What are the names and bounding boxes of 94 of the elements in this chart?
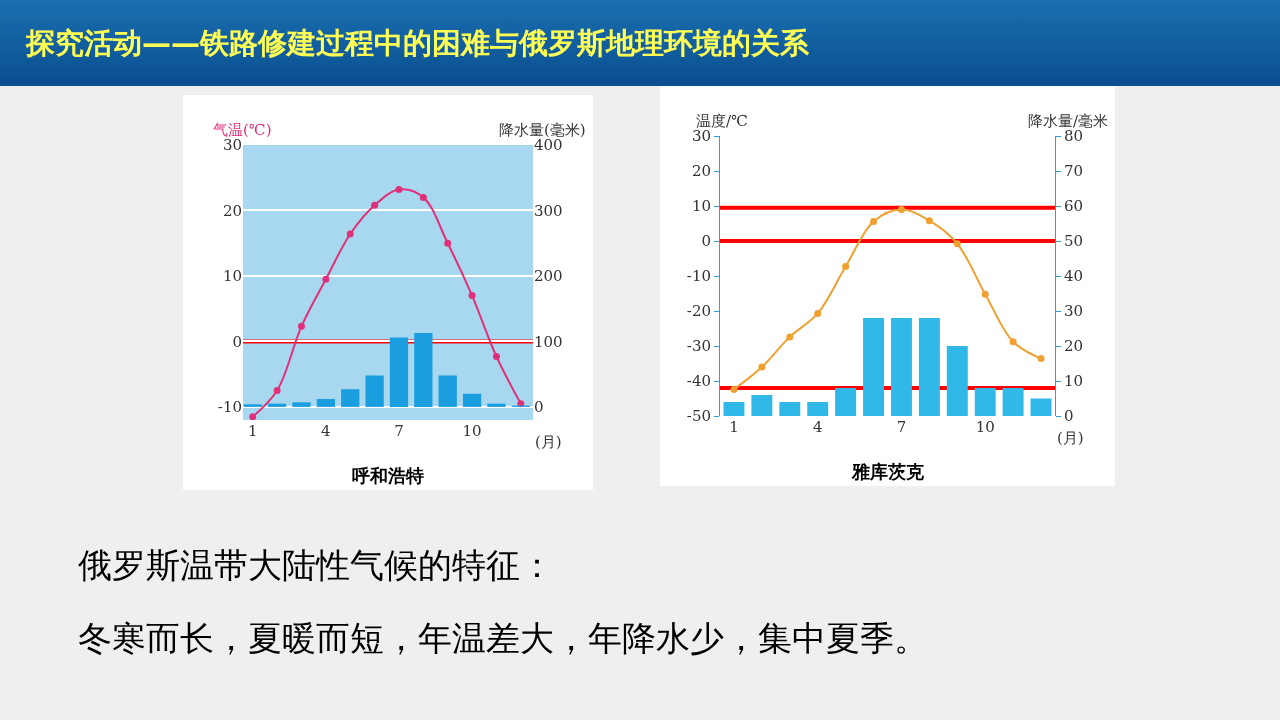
bar — [438, 375, 457, 407]
y-tick-label: -30 — [686, 337, 711, 356]
point — [1037, 355, 1045, 363]
bar — [414, 332, 433, 407]
point — [870, 217, 878, 225]
bar — [389, 337, 409, 407]
bar — [835, 388, 857, 416]
point — [322, 275, 330, 283]
y2-tick-label: 10 — [1064, 372, 1084, 391]
x-axis-title: (月) — [1057, 429, 1084, 447]
bar — [946, 346, 968, 416]
point — [395, 186, 403, 194]
bar — [267, 403, 287, 407]
y2-tick-label: 30 — [1064, 302, 1084, 321]
point — [273, 387, 281, 395]
point — [517, 400, 525, 408]
bar — [487, 403, 506, 407]
y-axis-title: 温度/℃ — [696, 112, 748, 130]
bar — [1002, 388, 1024, 416]
x-tick-label: 7 — [896, 418, 907, 436]
bar — [779, 402, 801, 416]
y2-tick-label: 60 — [1064, 197, 1084, 216]
point — [371, 201, 379, 209]
y2-tick-label: 100 — [534, 332, 563, 351]
y2-tick-label: 0 — [1064, 407, 1074, 426]
y2-tick-label: 300 — [534, 201, 563, 220]
point — [814, 309, 822, 317]
text: 冬寒而长，夏暖而短，年温差大，年降水少，集中夏季。 — [78, 617, 928, 660]
bar — [974, 388, 996, 416]
y2-tick-label: 40 — [1064, 267, 1084, 286]
y-tick-label: -10 — [217, 398, 242, 417]
x-tick-label: 10 — [975, 418, 995, 436]
point — [468, 292, 476, 300]
y2-axis-title: 降水量/毫米 — [1028, 112, 1109, 130]
point — [444, 239, 452, 247]
y2-axis-title: 降水量(毫米) — [499, 121, 586, 139]
x-tick-label: 1 — [729, 418, 739, 436]
point — [297, 322, 305, 330]
x-tick-label: 4 — [321, 422, 331, 440]
y-tick-label: 10 — [691, 197, 711, 216]
y2-tick-label: 80 — [1064, 127, 1084, 146]
bar — [292, 402, 311, 407]
bar — [341, 389, 360, 407]
x-tick-label: 1 — [247, 422, 258, 440]
bar — [243, 404, 262, 407]
point — [786, 333, 794, 341]
y-tick-label: 30 — [691, 127, 711, 146]
point — [730, 385, 738, 393]
y2-tick-label: 70 — [1064, 162, 1084, 181]
bar — [1030, 398, 1052, 416]
point — [842, 263, 850, 271]
bar — [723, 402, 745, 416]
point — [1009, 338, 1017, 346]
point — [492, 352, 500, 360]
bar — [863, 318, 885, 416]
bar — [365, 375, 384, 407]
y-tick-label: 0 — [701, 232, 711, 251]
y-tick-label: -10 — [686, 267, 711, 286]
y2-tick-label: 50 — [1064, 232, 1084, 251]
x-tick-label: 4 — [812, 418, 823, 436]
bar — [751, 395, 773, 416]
y-tick-label: 30 — [222, 136, 242, 155]
y-tick-label: -50 — [686, 407, 711, 426]
point — [981, 290, 989, 298]
y-tick-label: -20 — [686, 302, 711, 321]
bar — [890, 318, 912, 416]
point — [925, 217, 933, 225]
bar — [807, 402, 829, 416]
point — [249, 413, 257, 420]
y-tick-label: 10 — [222, 267, 242, 286]
point — [953, 240, 961, 248]
y-axis-title: 气温(℃) — [213, 121, 272, 139]
bar — [316, 399, 335, 407]
x-tick-label: 7 — [394, 422, 404, 440]
y-tick-label: 0 — [232, 332, 242, 351]
x-tick-label: 10 — [462, 422, 482, 440]
y2-tick-label: 200 — [534, 267, 563, 286]
point — [346, 230, 354, 238]
point — [419, 193, 427, 201]
point — [897, 206, 905, 213]
text: 探究活动——铁路修建过程中的困难与俄罗斯地理环境的关系 — [0, 0, 1280, 86]
y-tick-label: -40 — [686, 372, 711, 391]
text: 俄罗斯温带大陆性气候的特征： — [78, 544, 554, 587]
y-tick-label: 20 — [691, 162, 711, 181]
point — [758, 363, 766, 371]
y-tick-label: 20 — [222, 201, 242, 220]
x-axis-title: (月) — [535, 433, 562, 451]
text: 雅库茨克 — [850, 461, 924, 482]
text: 呼和浩特 — [352, 465, 424, 487]
y2-tick-label: 0 — [534, 398, 544, 417]
y2-tick-label: 20 — [1064, 337, 1084, 356]
bar — [918, 318, 940, 416]
bar — [462, 393, 482, 407]
y2-tick-label: 400 — [534, 136, 563, 155]
